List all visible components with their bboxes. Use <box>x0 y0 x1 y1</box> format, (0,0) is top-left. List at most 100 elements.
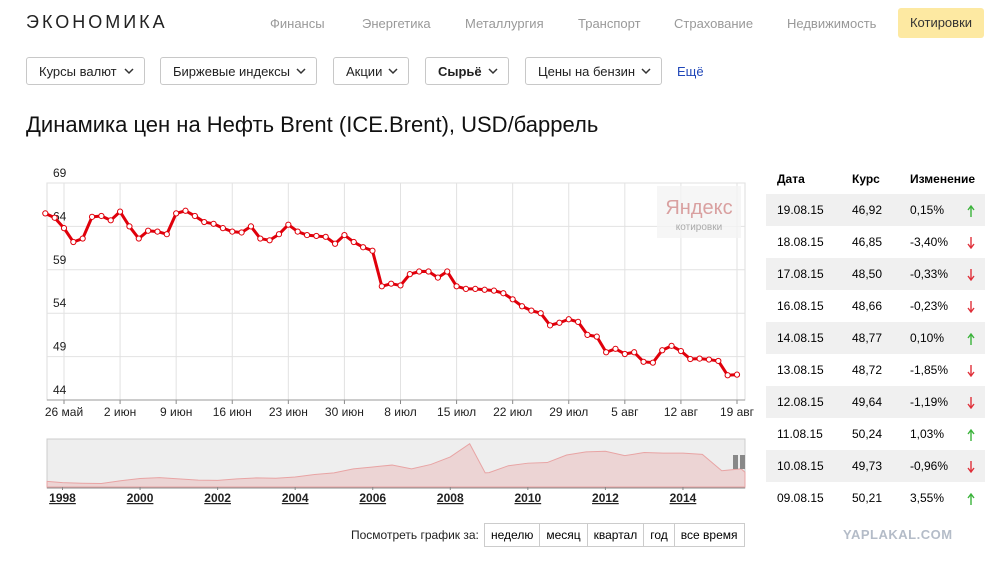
point[interactable] <box>574 318 582 325</box>
point[interactable] <box>360 244 367 251</box>
point[interactable] <box>126 223 133 230</box>
point[interactable] <box>612 345 619 352</box>
point[interactable] <box>425 268 432 275</box>
point[interactable] <box>537 310 544 317</box>
nav-item[interactable]: Страхование <box>674 16 754 31</box>
point[interactable] <box>593 333 600 340</box>
period-option[interactable]: квартал <box>586 524 644 546</box>
period-option[interactable]: месяц <box>539 524 586 546</box>
point[interactable] <box>116 208 124 215</box>
point[interactable] <box>509 296 516 303</box>
dropdown[interactable]: Биржевые индексы <box>160 57 317 85</box>
more-link[interactable]: Ещё <box>677 64 704 79</box>
point[interactable] <box>416 268 423 275</box>
point[interactable] <box>556 319 563 326</box>
point[interactable] <box>70 238 77 246</box>
point[interactable] <box>649 359 656 366</box>
point[interactable] <box>79 235 86 242</box>
point[interactable] <box>182 207 189 214</box>
point[interactable] <box>331 240 339 247</box>
point[interactable] <box>500 290 507 297</box>
point[interactable] <box>388 280 395 287</box>
point[interactable] <box>201 218 208 226</box>
point[interactable] <box>677 347 685 355</box>
point[interactable] <box>631 349 638 356</box>
nav-item[interactable]: Транспорт <box>578 16 641 31</box>
point[interactable] <box>341 231 348 239</box>
period-option[interactable]: все время <box>673 524 744 546</box>
point[interactable] <box>378 283 385 290</box>
point[interactable] <box>285 221 292 228</box>
point[interactable] <box>173 210 180 217</box>
point[interactable] <box>369 247 376 254</box>
nav-item[interactable]: Финансы <box>270 16 325 31</box>
point[interactable] <box>546 322 554 329</box>
point[interactable] <box>322 233 329 240</box>
navigator-year[interactable]: 2010 <box>514 491 541 505</box>
point[interactable] <box>88 213 96 220</box>
navigator-year[interactable]: 2014 <box>670 491 697 505</box>
dropdown[interactable]: Курсы валют <box>26 57 145 85</box>
point[interactable] <box>733 371 741 378</box>
point[interactable] <box>210 220 217 227</box>
point[interactable] <box>397 282 404 289</box>
point[interactable] <box>444 268 451 275</box>
nav-item[interactable]: Металлургия <box>465 16 544 31</box>
point[interactable] <box>98 212 105 220</box>
navigator-year[interactable]: 2002 <box>204 491 231 505</box>
point[interactable] <box>191 212 198 220</box>
handle[interactable] <box>740 455 745 469</box>
nav-item[interactable]: Недвижимость <box>787 16 877 31</box>
nav-active[interactable]: Котировки <box>898 8 984 38</box>
point[interactable] <box>490 287 498 294</box>
dropdown[interactable]: Цены на бензин <box>525 57 662 85</box>
dropdown[interactable]: Сырьё <box>425 57 509 85</box>
nav-item[interactable]: Энергетика <box>362 16 431 31</box>
point[interactable] <box>565 316 572 323</box>
point[interactable] <box>219 225 227 232</box>
logo[interactable]: ЭКОНОМИКА <box>26 12 168 32</box>
point[interactable] <box>163 231 170 238</box>
point[interactable] <box>434 274 441 281</box>
point[interactable] <box>145 227 152 234</box>
point[interactable] <box>518 303 526 310</box>
point[interactable] <box>453 283 460 290</box>
point[interactable] <box>481 286 488 293</box>
point[interactable] <box>584 331 591 338</box>
point[interactable] <box>350 238 357 246</box>
period-option[interactable]: год <box>643 524 674 546</box>
point[interactable] <box>696 355 703 362</box>
point[interactable] <box>257 235 264 242</box>
point[interactable] <box>303 231 311 239</box>
point[interactable] <box>229 228 236 235</box>
point[interactable] <box>313 232 320 240</box>
point[interactable] <box>154 228 161 235</box>
navigator-year[interactable]: 2012 <box>592 491 619 505</box>
point[interactable] <box>60 225 68 232</box>
navigator-year[interactable]: 1998 <box>49 491 76 505</box>
navigator-year[interactable]: 2008 <box>437 491 464 505</box>
navigator-year[interactable]: 2006 <box>359 491 386 505</box>
point[interactable] <box>687 355 694 363</box>
point[interactable] <box>135 235 142 242</box>
point[interactable] <box>42 210 49 217</box>
point[interactable] <box>107 217 114 224</box>
point[interactable] <box>275 231 283 238</box>
point[interactable] <box>462 285 470 292</box>
point[interactable] <box>294 228 301 235</box>
dropdown[interactable]: Акции <box>333 57 409 85</box>
point[interactable] <box>715 357 722 365</box>
point[interactable] <box>705 356 713 363</box>
point[interactable] <box>659 347 666 354</box>
point[interactable] <box>406 271 413 278</box>
point[interactable] <box>51 214 58 221</box>
point[interactable] <box>266 237 273 244</box>
point[interactable] <box>640 358 647 365</box>
point[interactable] <box>238 229 245 236</box>
navigator-year[interactable]: 2000 <box>127 491 154 505</box>
point[interactable] <box>668 342 675 349</box>
point[interactable] <box>528 307 535 314</box>
point[interactable] <box>472 285 479 292</box>
period-option[interactable]: неделю <box>491 528 534 542</box>
point[interactable] <box>724 372 731 379</box>
